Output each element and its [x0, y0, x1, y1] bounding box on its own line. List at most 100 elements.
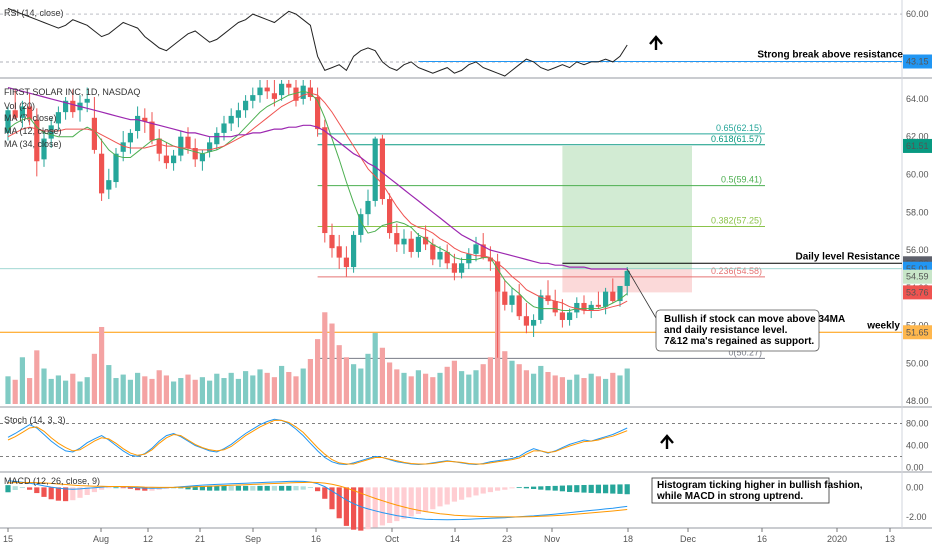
candle	[351, 231, 357, 273]
volume-bar	[77, 381, 83, 404]
macd-histogram-bar	[149, 487, 155, 491]
macd-histogram-bar	[142, 487, 148, 491]
volume-bar	[617, 375, 623, 404]
volume-bar	[408, 376, 414, 404]
candle-body	[358, 214, 364, 235]
candle-body	[624, 270, 630, 286]
candle	[178, 131, 184, 162]
candle	[243, 95, 249, 118]
price-axis-tick: 60.00	[906, 169, 929, 179]
candle-body	[300, 85, 306, 99]
macd-histogram-bar	[423, 487, 429, 512]
candle-body	[451, 263, 457, 273]
candle-body	[228, 115, 234, 124]
candle	[48, 117, 54, 149]
candle-body	[192, 148, 198, 160]
macd-histogram-bar	[243, 485, 249, 491]
x-axis-tick: 21	[195, 534, 205, 544]
volume-bar	[12, 379, 18, 404]
candle	[149, 112, 155, 145]
price-badge-text: 54.59	[906, 272, 929, 282]
macd-annotation-line: Histogram ticking higher in bullish fash…	[657, 480, 863, 491]
volume-bar	[207, 380, 213, 404]
candle	[27, 93, 33, 126]
macd-histogram-bar	[120, 487, 126, 489]
candle	[495, 253, 501, 358]
price-badge: 51.65	[903, 325, 932, 340]
macd-histogram-bar	[523, 486, 529, 489]
volume-bar	[264, 372, 270, 404]
candle	[415, 233, 421, 258]
candle-body	[509, 295, 515, 305]
x-axis-tick: 15	[3, 534, 13, 544]
rsi-annotation: Strong break above resistance	[757, 50, 903, 61]
volume-bar	[228, 372, 234, 404]
candle-body	[106, 180, 112, 190]
macd-histogram-bar	[387, 487, 393, 524]
volume-bar	[545, 371, 551, 404]
rsi-axis-tick: 60.00	[906, 9, 929, 19]
macd-histogram-bar	[293, 486, 299, 491]
volume-bar	[516, 364, 522, 404]
volume-bar	[387, 362, 393, 404]
annotation-leader-line	[626, 268, 657, 319]
volume-bar	[523, 370, 529, 404]
volume-bar	[279, 365, 285, 404]
candle	[192, 138, 198, 167]
volume-bar	[329, 323, 335, 404]
candle	[538, 289, 544, 324]
candle-body	[19, 106, 25, 118]
candle-body	[171, 155, 177, 164]
macd-histogram-bar	[545, 486, 551, 491]
x-axis-tick: 16	[311, 534, 321, 544]
volume-bar	[379, 347, 385, 404]
volume-bar	[185, 374, 191, 404]
macd-histogram-bar	[567, 485, 573, 492]
price-badge-text: 53.76	[906, 287, 929, 297]
macd-histogram-bar	[495, 487, 501, 491]
candle-body	[523, 316, 529, 326]
volume-bar	[214, 373, 220, 404]
macd-histogram-bar	[531, 486, 537, 490]
price-axis-tick: 62.00	[906, 132, 929, 142]
price-badge-text: 61.51	[906, 141, 929, 151]
candle-body	[408, 238, 414, 252]
annotation-line: Bullish if stock can move above 34MA	[664, 314, 845, 325]
x-axis-tick: 14	[450, 534, 460, 544]
candle-body	[322, 127, 328, 234]
price-badge-bg	[903, 325, 932, 340]
candle	[372, 136, 378, 207]
macd-histogram-bar	[127, 487, 133, 489]
macd-histogram-bar	[19, 487, 25, 489]
rsi-line	[7, 7, 628, 77]
volume-bar	[473, 370, 479, 404]
candle	[559, 299, 565, 328]
volume-bar	[466, 374, 472, 404]
volume-bar	[307, 359, 313, 404]
volume-bar	[48, 378, 54, 404]
candle-body	[207, 142, 213, 152]
candle-body	[567, 312, 573, 320]
candle-body	[473, 244, 479, 254]
volume-bar	[423, 373, 429, 404]
macd-histogram-bar	[574, 485, 580, 493]
volume-bar	[538, 365, 544, 404]
candle-body	[595, 304, 601, 307]
volume-bar	[480, 364, 486, 404]
candle-body	[199, 153, 205, 162]
candle-body	[279, 83, 285, 96]
candle-body	[91, 117, 97, 150]
macd-histogram-bar	[329, 487, 335, 510]
volume-bar	[559, 377, 565, 404]
candle	[437, 246, 443, 268]
candle-body	[581, 302, 587, 311]
candle	[257, 80, 263, 103]
candle-body	[495, 261, 501, 292]
macd-histogram-bar	[279, 485, 285, 491]
macd-histogram-bar	[271, 485, 277, 491]
fib-level-label: 0.236(54.58)	[711, 266, 762, 276]
candle	[588, 301, 594, 319]
macd-histogram-bar	[99, 487, 105, 490]
macd-histogram-bar	[516, 487, 522, 489]
